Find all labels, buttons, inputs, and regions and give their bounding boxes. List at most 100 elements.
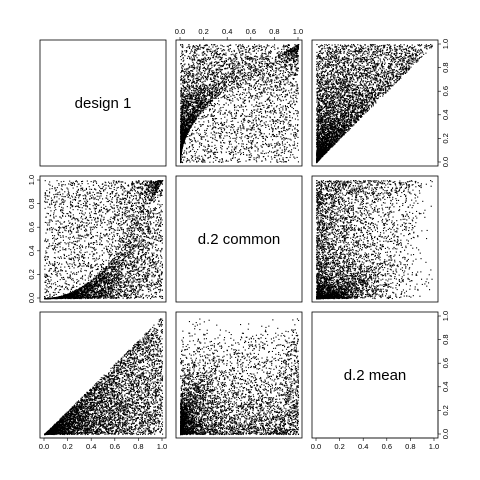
data-point [189,79,191,81]
data-point [186,57,188,59]
data-point [248,63,250,65]
data-point [187,94,189,96]
data-point [247,51,249,53]
data-point [290,69,292,71]
data-point [270,70,272,72]
data-point [196,77,198,79]
data-point [218,84,220,86]
data-point [215,97,217,99]
data-point [214,138,216,140]
data-point [288,44,290,46]
data-point [193,133,195,135]
data-point [232,81,234,83]
data-point [264,74,266,76]
data-point [243,118,245,120]
data-point [268,79,270,81]
data-point [182,124,184,126]
data-point [203,106,205,108]
data-point [220,134,222,136]
data-point [246,75,248,77]
data-point [181,119,183,121]
data-point [242,113,244,115]
data-point [257,50,259,52]
data-point [254,146,256,148]
data-point [247,148,249,150]
data-point [184,90,186,92]
data-point [238,94,240,96]
data-point [274,143,276,145]
data-point [258,98,260,100]
data-point [192,78,194,80]
data-point [295,95,297,97]
data-point [232,137,234,139]
data-point [196,63,198,65]
data-point [281,66,283,68]
data-point [269,88,271,90]
data-point [297,112,299,114]
data-point [217,111,219,113]
data-point [201,47,203,49]
data-point [232,75,234,77]
data-point [185,88,187,90]
data-point [212,83,214,85]
data-point [204,80,206,82]
data-point [236,145,238,147]
data-point [277,121,279,123]
data-point [225,54,227,56]
data-point [297,88,299,90]
data-point [273,151,275,153]
data-point [257,108,259,110]
data-point [215,46,217,48]
data-point [279,98,281,100]
data-point [193,54,195,56]
data-point [246,154,248,156]
data-point [272,147,274,149]
data-point [283,88,285,90]
data-point [293,91,295,93]
data-point [182,45,184,47]
data-point [191,123,193,125]
data-point [295,133,297,135]
data-point [296,64,298,66]
data-point [283,57,285,59]
data-point [189,46,191,48]
data-point [282,70,284,72]
data-point [287,107,289,109]
data-point [240,86,242,88]
data-point [218,68,220,70]
data-point [239,125,241,127]
data-point [250,70,252,72]
data-point [291,103,293,105]
data-point [201,90,203,92]
data-point [228,50,230,52]
data-point [273,70,275,72]
data-point [193,137,195,139]
data-point [206,50,208,52]
data-point [181,100,183,102]
data-point [206,86,208,88]
data-point [221,161,223,163]
data-point [295,73,297,75]
data-point [297,115,299,117]
data-point [214,89,216,91]
data-point [213,55,215,57]
data-point [188,100,190,102]
data-point [201,103,203,105]
data-point [226,135,228,137]
data-point [251,67,253,69]
data-point [292,52,294,54]
data-point [248,49,250,51]
data-point [284,64,286,66]
data-point [180,63,182,65]
data-point [270,52,272,54]
data-point [220,72,222,74]
data-point [278,74,280,76]
data-point [233,66,235,68]
data-point [224,142,226,144]
data-point [197,113,199,115]
data-point [297,136,299,138]
data-point [191,118,193,120]
data-point [196,73,198,75]
data-point [203,136,205,138]
data-point [222,82,224,84]
